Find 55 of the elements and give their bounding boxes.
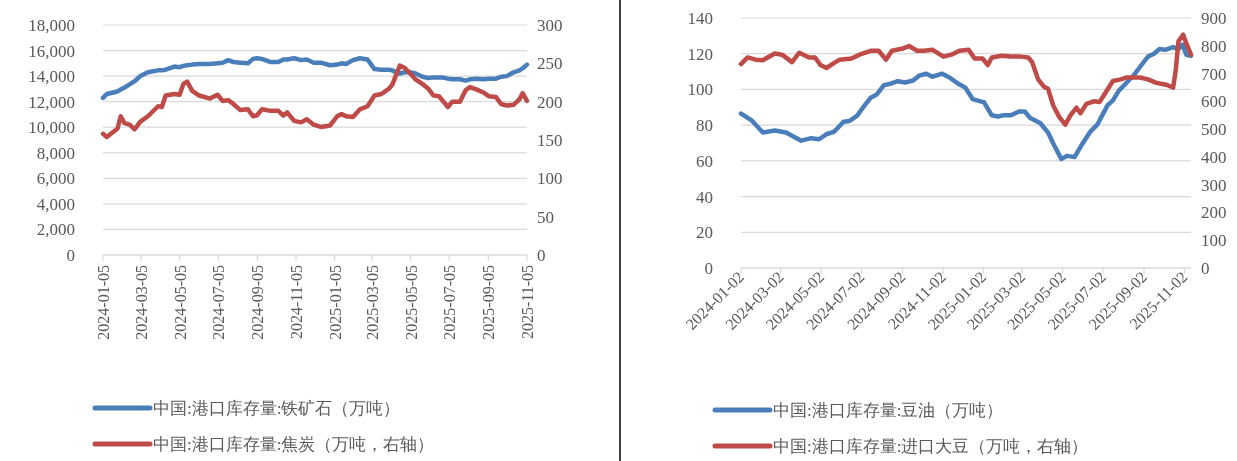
legend-label: 中国:港口库存量:铁矿石（万吨） bbox=[153, 398, 401, 418]
y-tick-label: 100 bbox=[687, 80, 713, 100]
y2-tick-label: 100 bbox=[1201, 231, 1227, 251]
line-series bbox=[100, 63, 530, 140]
y2-tick-label: 500 bbox=[1201, 120, 1227, 140]
y2-tick-label: 900 bbox=[1201, 8, 1227, 28]
y-tick-label: 4,000 bbox=[36, 194, 75, 214]
x-tick-label: 2024-03-05 bbox=[132, 265, 150, 340]
y2-tick-label: 200 bbox=[537, 92, 563, 112]
x-tick-label: 2024-09-05 bbox=[249, 265, 267, 340]
x-tick-label: 2025-07-05 bbox=[441, 265, 459, 340]
x-tick-label: 2024-11-05 bbox=[288, 265, 306, 340]
y-tick-label: 120 bbox=[687, 44, 713, 64]
y2-tick-label: 400 bbox=[1201, 147, 1227, 167]
x-tick-label: 2025-11-05 bbox=[519, 265, 536, 340]
x-tick-label: 2025-09-05 bbox=[480, 265, 498, 340]
y-tick-label: 40 bbox=[696, 187, 713, 207]
legend-label: 中国:港口库存量:焦炭（万吨，右轴） bbox=[153, 434, 435, 454]
y-tick-label: 2,000 bbox=[36, 220, 75, 240]
y2-tick-label: 150 bbox=[537, 130, 563, 150]
y2-tick-label: 300 bbox=[537, 15, 563, 35]
y-tick-label: 0 bbox=[66, 245, 75, 265]
y2-tick-label: 100 bbox=[537, 169, 563, 189]
y-tick-label: 14,000 bbox=[28, 67, 75, 87]
x-tick-label: 2025-03-05 bbox=[363, 265, 381, 340]
y2-tick-label: 200 bbox=[1201, 203, 1227, 223]
x-tick-label: 2024-01-05 bbox=[95, 265, 112, 340]
y2-tick-label: 50 bbox=[537, 207, 554, 227]
y2-tick-label: 600 bbox=[1201, 92, 1227, 112]
line-series bbox=[738, 42, 1194, 162]
y-tick-label: 10,000 bbox=[28, 118, 75, 138]
y-tick-label: 140 bbox=[687, 8, 713, 28]
y-tick-label: 6,000 bbox=[36, 169, 75, 189]
legend-label: 中国:港口库存量:豆油（万吨） bbox=[773, 400, 1004, 420]
y2-tick-label: 800 bbox=[1201, 36, 1227, 56]
legend-label: 中国:港口库存量:进口大豆（万吨，右轴） bbox=[773, 436, 1089, 456]
y2-tick-label: 700 bbox=[1201, 64, 1227, 84]
x-tick-label: 2025-05-05 bbox=[402, 265, 420, 340]
y2-tick-label: 250 bbox=[537, 54, 563, 74]
y-tick-label: 80 bbox=[696, 116, 713, 136]
y-tick-label: 60 bbox=[696, 151, 713, 171]
x-tick-label: 2024-05-05 bbox=[171, 265, 189, 340]
y-tick-label: 8,000 bbox=[36, 143, 75, 163]
y2-tick-label: 300 bbox=[1201, 175, 1227, 195]
line-series bbox=[100, 55, 530, 101]
y-tick-label: 18,000 bbox=[28, 15, 75, 35]
y-tick-label: 20 bbox=[696, 223, 713, 243]
y-tick-label: 12,000 bbox=[28, 92, 75, 112]
line-series bbox=[738, 32, 1194, 127]
y2-tick-label: 0 bbox=[1201, 258, 1210, 278]
y-tick-label: 0 bbox=[704, 258, 713, 278]
x-tick-label: 2024-07-05 bbox=[210, 265, 228, 340]
y-tick-label: 16,000 bbox=[28, 41, 75, 61]
x-tick-label: 2025-01-05 bbox=[326, 265, 344, 340]
y2-tick-label: 0 bbox=[537, 245, 546, 265]
